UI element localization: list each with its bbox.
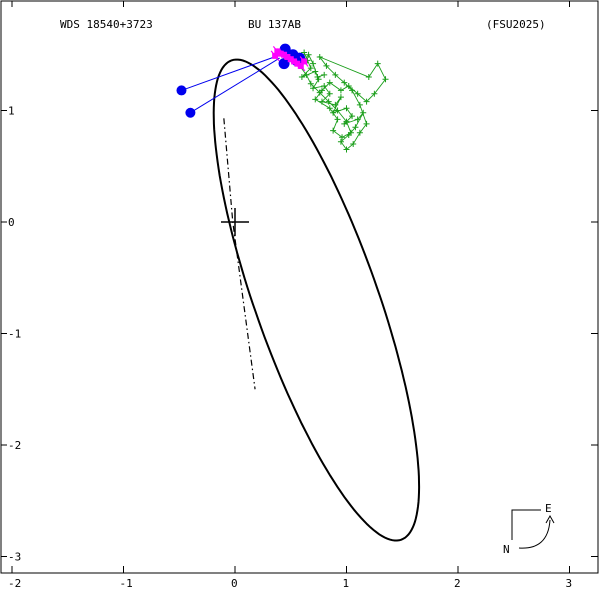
recent-point bbox=[294, 60, 301, 67]
orbit-ellipse bbox=[212, 58, 421, 542]
micrometer-point bbox=[330, 127, 337, 134]
x-tick-label: -1 bbox=[120, 577, 133, 590]
line-of-nodes bbox=[223, 118, 256, 390]
micrometer-point bbox=[305, 51, 312, 58]
compass-arrowhead bbox=[545, 514, 555, 524]
compass-rose: E N bbox=[503, 502, 555, 556]
micrometer-point bbox=[374, 60, 381, 67]
y-tick-label: 0 bbox=[8, 216, 15, 229]
recent-measures bbox=[270, 46, 309, 72]
y-tick-label: -3 bbox=[8, 551, 21, 564]
micrometer-point bbox=[334, 107, 341, 114]
micrometer-point bbox=[307, 80, 314, 87]
micrometer-point bbox=[356, 129, 363, 136]
micrometer-point bbox=[349, 87, 356, 94]
recent-point bbox=[287, 56, 294, 63]
micrometer-point bbox=[307, 65, 314, 72]
compass-axes bbox=[511, 509, 541, 540]
micrometer-point bbox=[371, 90, 378, 97]
micrometer-point bbox=[316, 53, 323, 60]
outlier-measures bbox=[176, 55, 280, 118]
y-tick-label: -1 bbox=[8, 328, 21, 341]
recent-point bbox=[284, 53, 291, 60]
micrometer-point bbox=[303, 71, 310, 78]
compass-rotation-arrow bbox=[518, 519, 551, 549]
x-tick-label: 2 bbox=[454, 577, 461, 590]
y-tick-label: -2 bbox=[8, 439, 21, 452]
micrometer-point bbox=[332, 71, 339, 78]
micrometer-point bbox=[334, 116, 341, 123]
outlier-residual-line bbox=[190, 57, 280, 114]
micrometer-point bbox=[298, 74, 305, 81]
recent-point bbox=[297, 62, 304, 69]
recent-point bbox=[274, 48, 281, 55]
micrometer-point bbox=[360, 109, 367, 116]
micrometer-point bbox=[343, 105, 350, 112]
axis-ticks bbox=[1, 1, 598, 573]
micrometer-point bbox=[354, 116, 361, 123]
micrometer-point bbox=[347, 129, 354, 136]
micrometer-point bbox=[312, 96, 319, 103]
micrometer-point bbox=[356, 101, 363, 108]
micrometer-point bbox=[332, 101, 339, 108]
micrometer-point bbox=[350, 140, 357, 147]
micrometer-point bbox=[337, 138, 344, 145]
micrometer-point bbox=[354, 90, 361, 97]
micrometer-point bbox=[352, 124, 359, 131]
micrometer-point bbox=[316, 89, 323, 96]
y-tick-label: 1 bbox=[8, 105, 15, 118]
recent-point bbox=[291, 58, 298, 65]
micrometer-point bbox=[326, 79, 333, 86]
discoverer-designation: BU 137AB bbox=[248, 18, 301, 31]
micrometer-point bbox=[343, 118, 350, 125]
micrometer-point bbox=[321, 71, 328, 78]
outlier-point bbox=[176, 85, 187, 96]
micrometer-point bbox=[301, 49, 308, 56]
wds-identifier: WDS 18540+3723 bbox=[60, 18, 153, 31]
micrometer-point bbox=[349, 113, 356, 120]
x-tick-label: 3 bbox=[566, 577, 573, 590]
micrometer-point bbox=[321, 82, 328, 89]
primary-star-cross bbox=[221, 208, 249, 236]
recent-point bbox=[272, 52, 279, 59]
compass-east-label: E bbox=[545, 502, 552, 515]
micrometer-point bbox=[318, 98, 325, 105]
reference-code: (FSU2025) bbox=[486, 18, 546, 31]
micrometer-point bbox=[323, 62, 330, 69]
micrometer-point bbox=[310, 60, 317, 67]
micrometer-point bbox=[343, 146, 350, 153]
micrometer-point bbox=[382, 76, 389, 83]
recent-point bbox=[281, 51, 288, 58]
micrometer-point bbox=[312, 68, 319, 75]
micrometer-point bbox=[314, 74, 321, 81]
axis-tick-labels: -2 -1 0 1 2 3 -3 -2 -1 0 1 bbox=[8, 105, 572, 591]
micrometer-point bbox=[341, 79, 348, 86]
recent-point bbox=[301, 58, 308, 65]
micrometer-point bbox=[337, 87, 344, 94]
x-tick-label: 1 bbox=[343, 577, 350, 590]
micrometer-point bbox=[363, 120, 370, 127]
micrometer-measures bbox=[296, 49, 389, 153]
micrometer-point bbox=[345, 82, 352, 89]
micrometer-point bbox=[326, 90, 333, 97]
micrometer-point bbox=[365, 74, 372, 81]
outlier-residual-line bbox=[181, 55, 278, 91]
plot-frame bbox=[0, 0, 599, 574]
micrometer-point bbox=[363, 98, 370, 105]
speckle-point bbox=[278, 58, 290, 70]
x-tick-label: 0 bbox=[231, 577, 238, 590]
micrometer-path bbox=[299, 52, 387, 151]
micrometer-point bbox=[310, 85, 317, 92]
micrometer-point bbox=[326, 105, 333, 112]
micrometer-point bbox=[330, 109, 337, 116]
recent-point bbox=[277, 50, 284, 57]
micrometer-point bbox=[337, 94, 344, 101]
outlier-point bbox=[185, 107, 196, 118]
micrometer-point bbox=[325, 98, 332, 105]
compass-north-label: N bbox=[503, 543, 510, 556]
x-tick-label: -2 bbox=[8, 577, 21, 590]
micrometer-point bbox=[339, 134, 346, 141]
